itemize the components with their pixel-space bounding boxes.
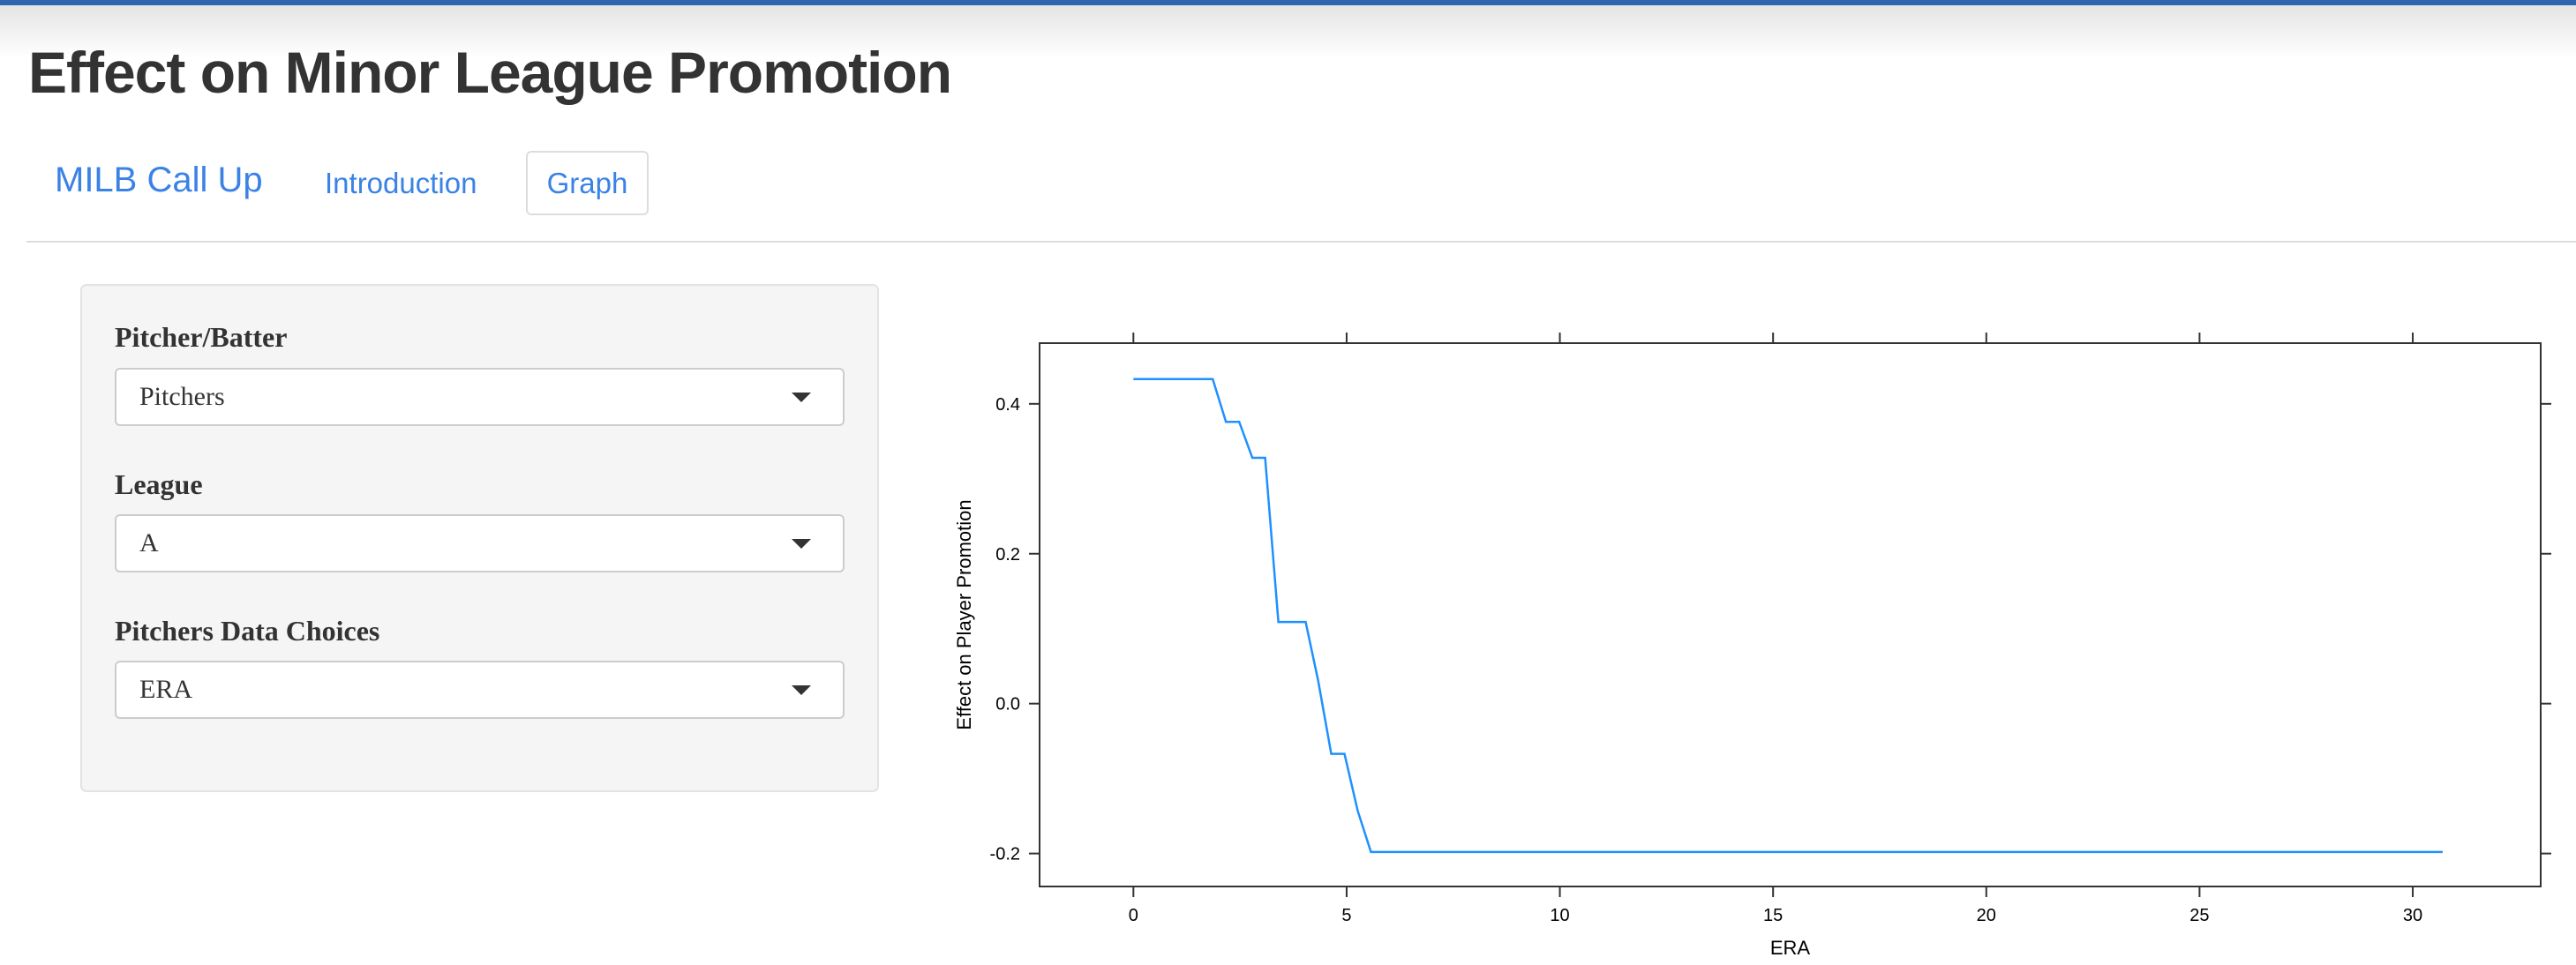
select-value: ERA [139, 675, 192, 704]
y-tick-label: 0.0 [995, 695, 1020, 714]
y-tick-label: 0.2 [995, 545, 1020, 565]
caret-down-icon [792, 393, 811, 402]
select-value: Pitchers [139, 382, 225, 411]
x-tick-label: 5 [1341, 906, 1351, 925]
top-shade [0, 5, 2576, 58]
data-choices-select[interactable]: ERA [115, 661, 845, 719]
x-axis-label: ERA [1770, 937, 1811, 959]
data-choices-label: Pitchers Data Choices [115, 615, 380, 647]
league-label: League [115, 468, 203, 500]
plot-frame [1039, 342, 2542, 887]
top-bar [0, 0, 2576, 5]
y-axis-label: Effect on Player Promotion [953, 499, 975, 729]
navbar-brand[interactable]: MILB Call Up [55, 161, 263, 199]
x-tick-label: 15 [1763, 906, 1783, 925]
pitcher-batter-label: Pitcher/Batter [115, 321, 288, 353]
x-tick-label: 30 [2403, 906, 2422, 925]
y-tick-label: -0.2 [990, 845, 1020, 864]
select-value: A [139, 528, 159, 557]
x-tick-label: 10 [1550, 906, 1569, 925]
x-tick-label: 20 [1977, 906, 1996, 925]
page-title: Effect on Minor League Promotion [28, 40, 952, 105]
league-select[interactable]: A [115, 514, 845, 572]
x-tick-label: 0 [1129, 906, 1138, 925]
y-tick-label: 0.4 [995, 395, 1020, 415]
tab-graph[interactable]: Graph [526, 151, 649, 215]
nav-divider [26, 241, 2576, 243]
tab-introduction[interactable]: Introduction [325, 167, 477, 199]
caret-down-icon [792, 539, 811, 549]
series-line [1133, 378, 2443, 854]
x-tick-label: 25 [2189, 906, 2209, 925]
caret-down-icon [792, 685, 811, 695]
pitcher-batter-select[interactable]: Pitchers [115, 368, 845, 426]
